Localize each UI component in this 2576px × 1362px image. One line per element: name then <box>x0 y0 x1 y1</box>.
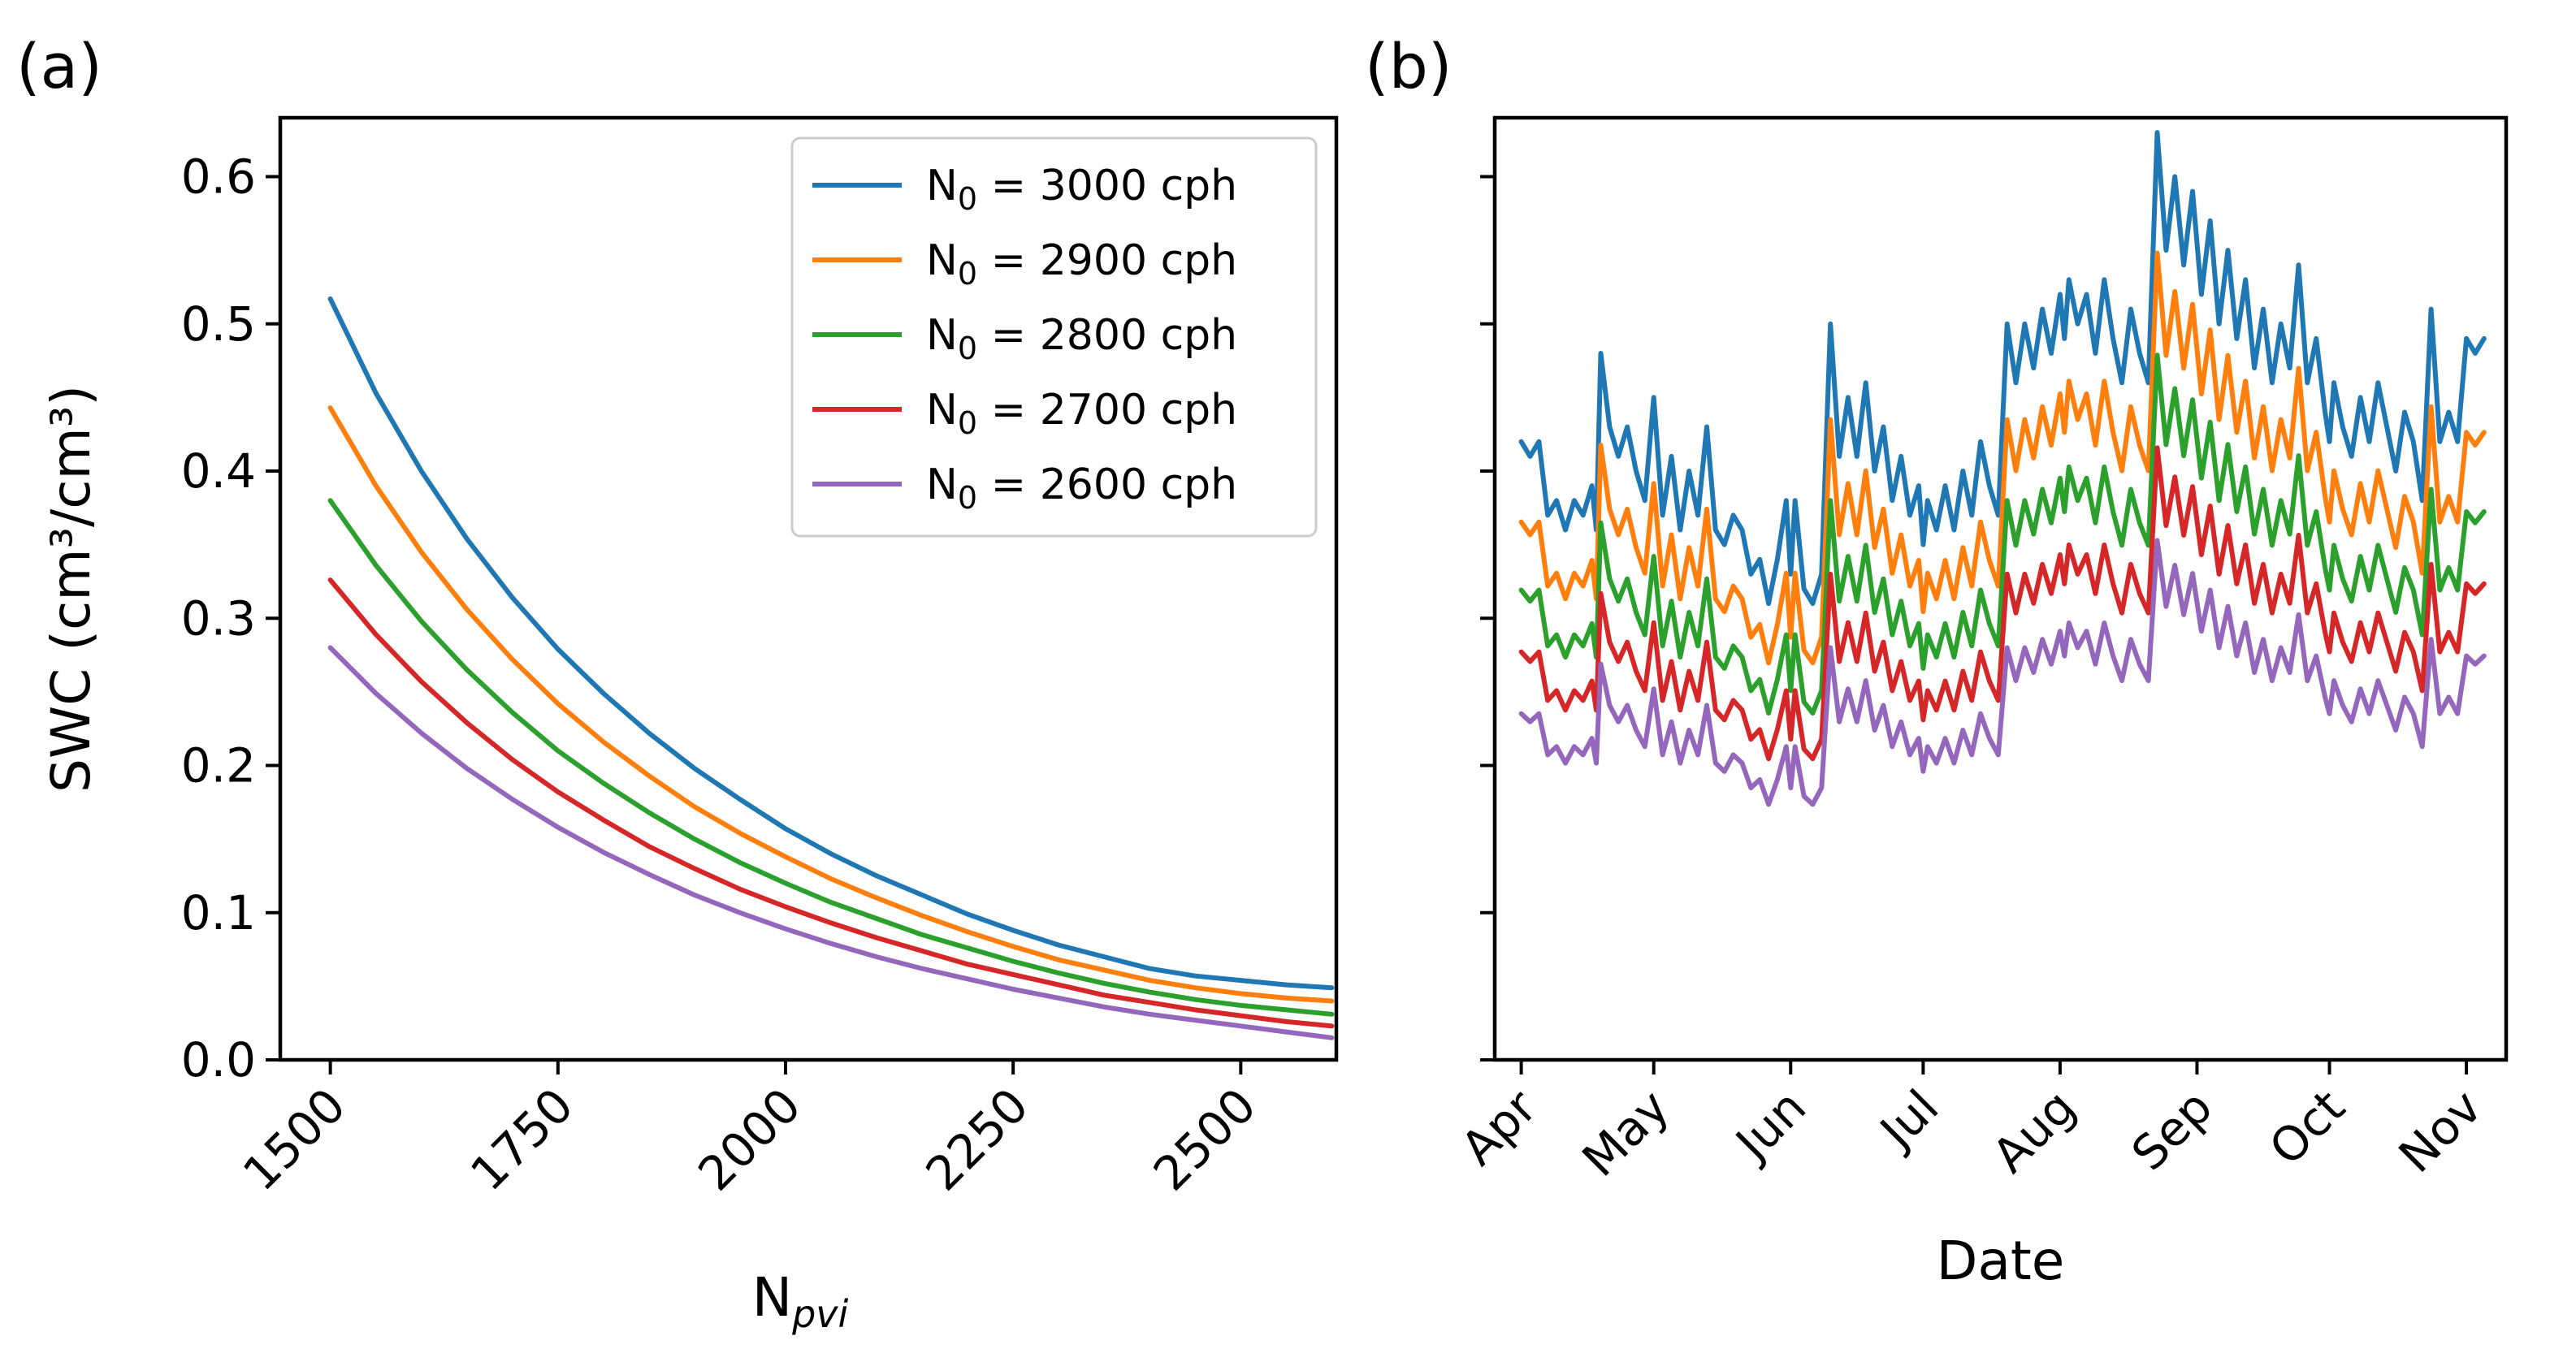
a-ytick-label: 0.3 <box>181 590 256 646</box>
a-axes-frame <box>278 115 1339 1062</box>
legend-entry-subscript: 0 <box>958 405 977 441</box>
a-series-line-4 <box>327 645 1335 1040</box>
legend-entry-subscript: 0 <box>958 480 977 516</box>
a-ytick-label: 0.0 <box>181 1032 256 1087</box>
panel-b-chart: Apr May Jun Jul Aug Sep Oct Nov Date <box>1450 115 2509 1292</box>
a-series-line-1 <box>327 405 1335 1004</box>
b-xtick-label: Jun <box>1724 1079 1816 1172</box>
a-xtick-label: 2500 <box>1143 1078 1266 1201</box>
a-xtick-label: 1500 <box>232 1078 356 1201</box>
legend-entry-0: N0 = 3000 cph <box>926 162 1237 217</box>
legend-box <box>790 136 1318 538</box>
b-xtick-label: Aug <box>1982 1079 2086 1183</box>
a-yaxis-label: SWC (cm³/cm³) <box>40 385 102 793</box>
a-xtick-label: 1750 <box>460 1078 583 1201</box>
a-ytick-label: 0.4 <box>181 443 256 499</box>
b-series-line-3 <box>1518 445 2487 762</box>
legend-entry-suffix: = 2600 cph <box>977 460 1237 509</box>
b-xtick-label: Sep <box>2121 1079 2223 1181</box>
legend-entry-2: N0 = 2800 cph <box>926 311 1237 366</box>
legend-entry-subscript: 0 <box>958 331 977 366</box>
a-series-line-3 <box>327 577 1335 1029</box>
b-xtick-label: Oct <box>2258 1079 2355 1176</box>
b-xtick-label: Apr <box>1450 1079 1547 1176</box>
a-ytick-label: 0.5 <box>181 296 256 352</box>
panel-b-label: (b) <box>1365 30 1453 102</box>
panel-a-label: (a) <box>16 30 102 102</box>
a-series-line-2 <box>327 498 1335 1017</box>
b-series-line-0 <box>1518 130 2487 607</box>
legend-entry-suffix: = 2800 cph <box>977 311 1237 360</box>
b-xtick-label: Jul <box>1868 1079 1950 1161</box>
legend-entry-subscript: 0 <box>958 256 977 292</box>
legend-entry-suffix: = 3000 cph <box>977 162 1237 210</box>
a-xtick-label: 2250 <box>916 1078 1039 1201</box>
b-series-line-1 <box>1518 250 2487 666</box>
a-ytick-label: 0.6 <box>181 149 256 205</box>
legend-entry-suffix: = 2900 cph <box>977 236 1237 285</box>
legend-entry-3: N0 = 2700 cph <box>926 386 1237 441</box>
legend-entry-suffix: = 2700 cph <box>977 386 1237 435</box>
a-xaxis-label: Npvi <box>752 1266 849 1336</box>
a-xaxis-label-subscript: pvi <box>791 1292 848 1336</box>
b-xtick-label: May <box>1572 1079 1680 1187</box>
b-axes-frame <box>1492 115 2509 1062</box>
b-series-line-2 <box>1518 352 2487 716</box>
legend-entry-4: N0 = 2600 cph <box>926 460 1237 516</box>
b-xtick-label: Nov <box>2388 1079 2492 1183</box>
a-ytick-label: 0.2 <box>181 738 256 793</box>
panel-a-chart: 0.0 0.1 0.2 0.3 0.4 0.5 0.6 1500 1750 2000 2250 250… <box>40 115 1339 1336</box>
legend-entry-subscript: 0 <box>958 181 977 217</box>
b-series-line-4 <box>1518 538 2487 807</box>
a-series-line-0 <box>327 296 1335 991</box>
legend-entry-1: N0 = 2900 cph <box>926 236 1237 292</box>
legend: N0 = 3000 cph N0 = 2900 cph N0 = 2800 cph N… <box>790 136 1318 538</box>
a-ytick-label: 0.1 <box>181 885 256 940</box>
b-xaxis-label: Date <box>1937 1230 2065 1292</box>
a-xtick-label: 2000 <box>687 1078 811 1201</box>
